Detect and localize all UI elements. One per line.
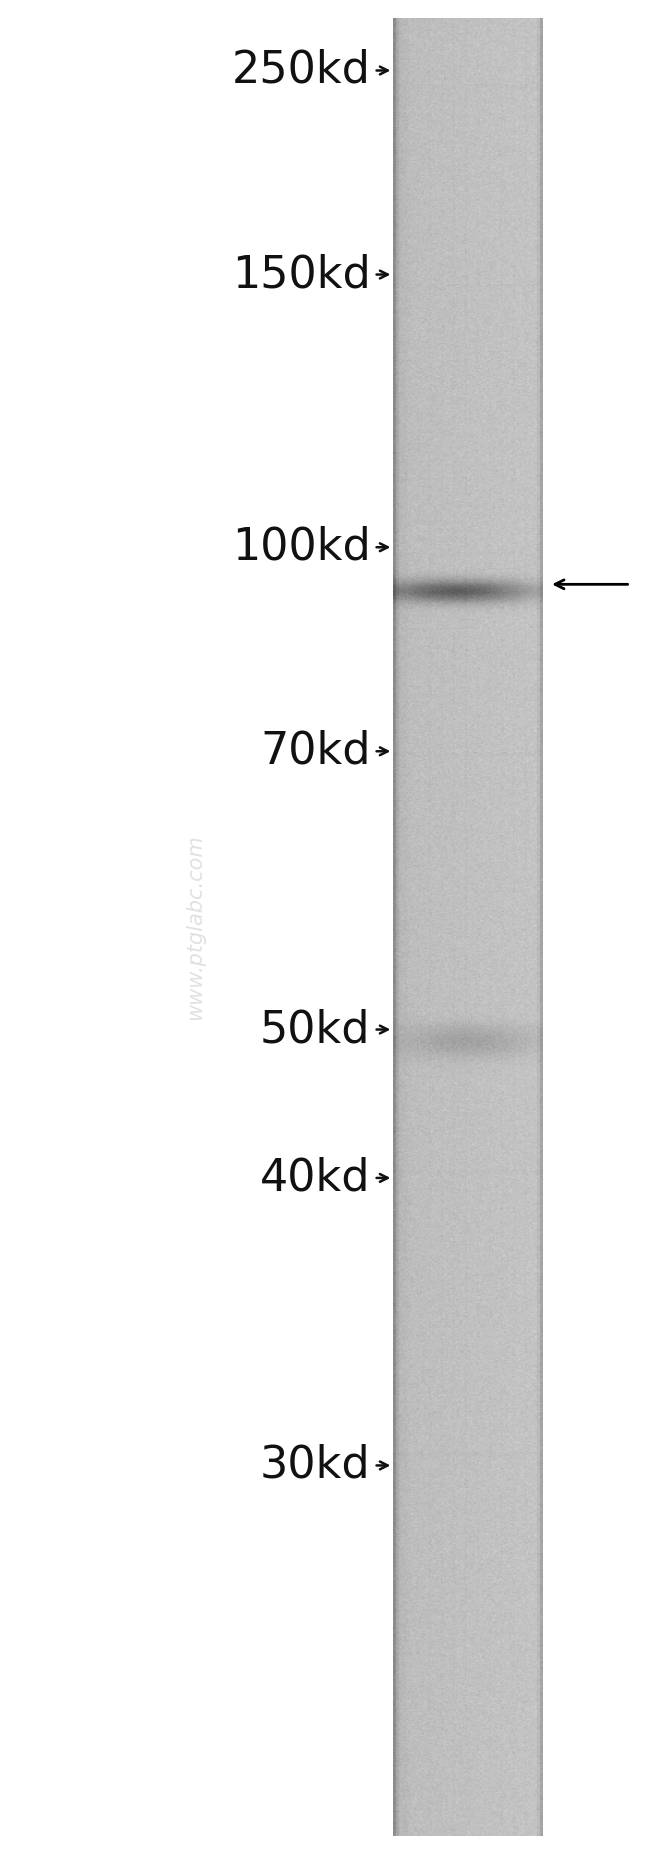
Text: 100kd: 100kd <box>232 525 370 569</box>
Text: 30kd: 30kd <box>260 1443 370 1488</box>
Text: 150kd: 150kd <box>232 252 370 297</box>
Text: 40kd: 40kd <box>260 1156 370 1200</box>
Text: www.ptglabc.com: www.ptglabc.com <box>185 835 205 1020</box>
Text: 50kd: 50kd <box>260 1007 370 1052</box>
Text: 250kd: 250kd <box>231 48 370 93</box>
Text: 70kd: 70kd <box>260 729 370 774</box>
